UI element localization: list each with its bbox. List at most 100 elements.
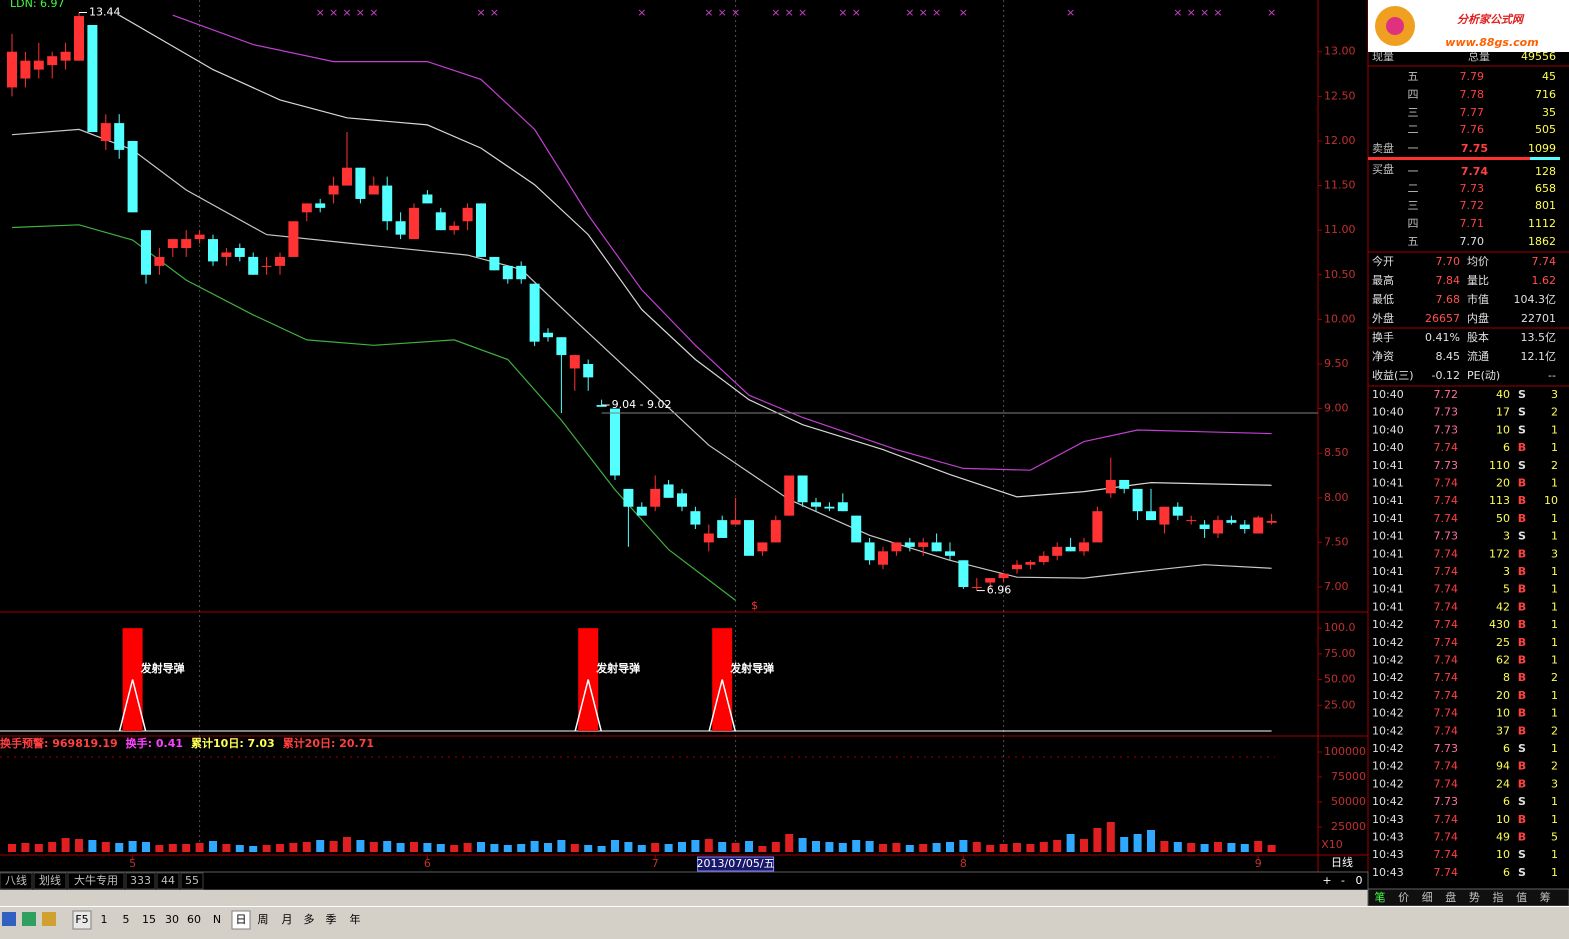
bid-volume: 128: [1535, 165, 1556, 178]
panel-tab[interactable]: 势: [1469, 891, 1480, 904]
volume-bar: [1173, 842, 1182, 852]
volume-bar: [959, 840, 968, 852]
candle-body: [1092, 511, 1103, 543]
nav-icon[interactable]: [2, 912, 16, 926]
trade-price: 7.72: [1434, 388, 1459, 401]
trade-side: B: [1518, 777, 1526, 790]
trade-count: 1: [1551, 530, 1558, 543]
toolbar-label[interactable]: 月: [282, 913, 293, 926]
signal-peak: [118, 679, 147, 732]
trade-volume: 25: [1496, 636, 1510, 649]
candle-body: [502, 265, 513, 280]
zoom-button[interactable]: -: [1341, 874, 1345, 887]
signal-peak: [708, 679, 736, 732]
trade-time: 10:42: [1372, 689, 1404, 702]
candle-body: [998, 573, 1009, 579]
zoom-button[interactable]: 0: [1356, 874, 1363, 887]
toolbar-label[interactable]: 季: [326, 913, 337, 926]
band-line: [11, 224, 736, 601]
toolbar-label[interactable]: 年: [350, 912, 361, 926]
stat-label: 最高: [1372, 273, 1394, 287]
toolbar-label[interactable]: 周: [258, 913, 269, 926]
tab-label[interactable]: 333: [130, 874, 151, 887]
tab[interactable]: [125, 872, 156, 890]
toolbar-label[interactable]: 30: [165, 913, 179, 926]
logo-flower-center: [1386, 17, 1404, 35]
trade-count: 1: [1551, 477, 1558, 490]
trade-price: 7.73: [1434, 406, 1459, 419]
zoom-button[interactable]: +: [1322, 874, 1331, 887]
tab-label[interactable]: 划线: [39, 873, 61, 887]
volume-bar: [436, 844, 445, 852]
tab-label[interactable]: 44: [161, 874, 175, 887]
toolbar-label[interactable]: 60: [187, 913, 201, 926]
volume-bar: [209, 841, 217, 852]
trade-time: 10:42: [1372, 654, 1404, 667]
tab[interactable]: [67, 872, 125, 890]
unit-label: X10: [1321, 838, 1343, 851]
stat-label: 市值: [1467, 292, 1489, 306]
volume-bar: [557, 840, 566, 852]
candle-body: [663, 484, 674, 498]
trade-volume: 6: [1503, 795, 1510, 808]
volume-bar: [1120, 837, 1129, 852]
candle-body: [1052, 546, 1063, 556]
trade-time: 10:41: [1372, 583, 1404, 596]
y-tick-label: 12.00: [1324, 134, 1356, 147]
volume-bar: [932, 843, 941, 852]
trade-time: 10:41: [1372, 512, 1404, 525]
toolbar-label[interactable]: 5: [123, 913, 130, 926]
toolbar-label[interactable]: 多: [304, 912, 315, 926]
toolbar-label[interactable]: 1: [101, 913, 108, 926]
volume-bar: [343, 837, 351, 852]
volume-bar: [34, 844, 43, 852]
volume-bar: [477, 842, 485, 852]
tab[interactable]: [156, 872, 180, 890]
toolbar-label[interactable]: F5: [75, 913, 88, 926]
toolbar-button[interactable]: [231, 910, 251, 930]
panel-tab[interactable]: 筹: [1540, 890, 1551, 904]
trade-side: B: [1518, 671, 1526, 684]
tab-label[interactable]: 大牛专用: [74, 873, 118, 887]
y-tick-label: 7.00: [1324, 580, 1349, 593]
trade-price: 7.74: [1434, 600, 1459, 613]
panel-tab[interactable]: 细: [1422, 891, 1433, 904]
toolbar-label[interactable]: 日: [236, 913, 247, 926]
trade-volume: 24: [1496, 777, 1510, 790]
trade-price: 7.74: [1434, 831, 1459, 844]
toolbar-label[interactable]: 15: [142, 913, 156, 926]
panel-tab[interactable]: 值: [1516, 891, 1527, 904]
stat-label: 收益(三): [1372, 368, 1414, 382]
level: 三: [1408, 106, 1419, 119]
level: 三: [1408, 199, 1419, 212]
toolbar-label[interactable]: N: [213, 913, 221, 926]
annotation: 6.96: [987, 584, 1012, 597]
volume-bar: [396, 843, 405, 852]
panel-tab[interactable]: 盘: [1445, 890, 1456, 904]
trade-count: 3: [1551, 547, 1558, 560]
tab-label[interactable]: 八线: [5, 873, 27, 887]
pen-icon[interactable]: [42, 912, 56, 926]
toolbar-button[interactable]: [72, 910, 92, 930]
tab-label[interactable]: 55: [185, 874, 199, 887]
annotation: 13.44: [89, 5, 121, 18]
trade-volume: 62: [1496, 654, 1510, 667]
volume-bar: [463, 843, 472, 852]
panel-tab[interactable]: 价: [1398, 891, 1409, 904]
level: 四: [1408, 88, 1419, 101]
tab[interactable]: [33, 872, 67, 890]
trade-side: B: [1518, 477, 1526, 490]
tab[interactable]: [0, 872, 33, 890]
tab[interactable]: [180, 872, 204, 890]
nav-icon[interactable]: [22, 912, 36, 926]
trade-price: 7.74: [1434, 707, 1459, 720]
trade-count: 1: [1551, 848, 1558, 861]
signal-label: 发射导弹: [140, 661, 185, 675]
candle-body: [1132, 488, 1143, 512]
panel-tab[interactable]: 笔: [1375, 890, 1386, 904]
candle-body: [1038, 555, 1049, 563]
ratio-buy: [1530, 157, 1560, 160]
trade-count: 2: [1551, 724, 1558, 737]
panel-tab[interactable]: 指: [1493, 890, 1504, 904]
top-marker: ×: [905, 6, 914, 19]
